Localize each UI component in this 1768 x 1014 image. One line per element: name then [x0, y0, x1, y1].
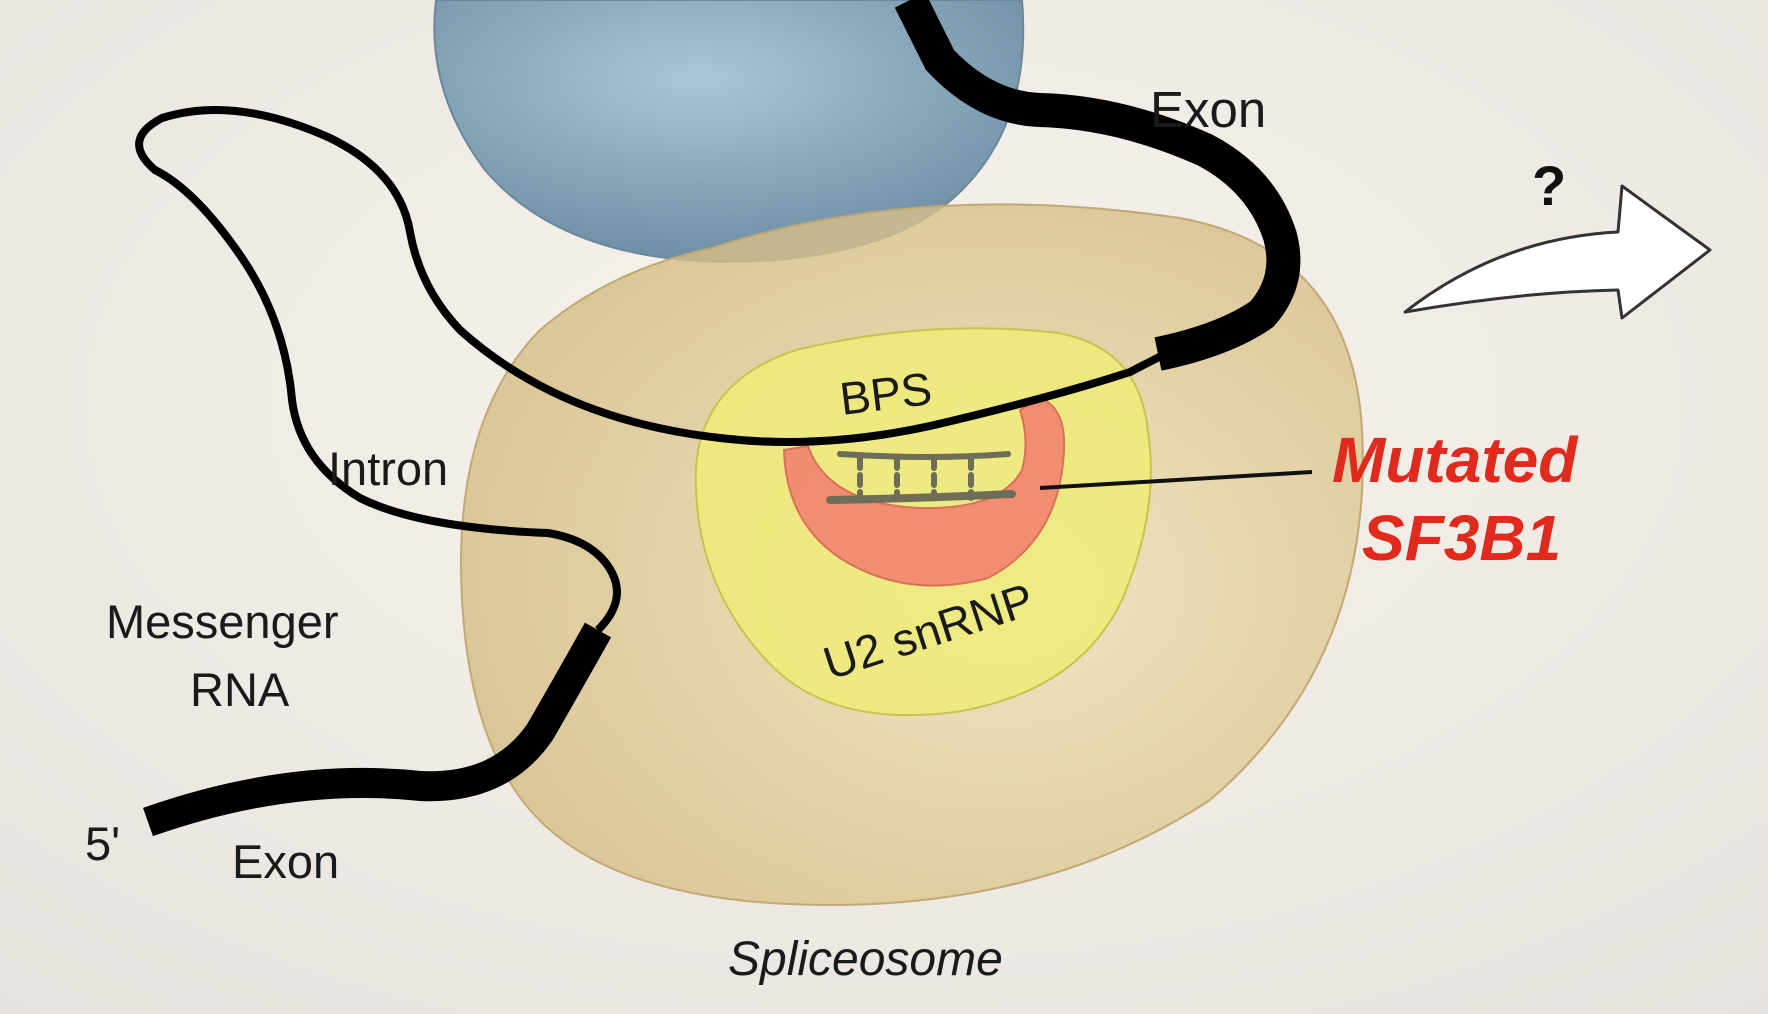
sf3b1-label: SF3B1	[1362, 502, 1561, 574]
rna-exon-3prime	[894, 0, 1301, 371]
exon-label-top: Exon	[1150, 81, 1266, 138]
five-prime-label: 5'	[85, 817, 120, 870]
bps-strand	[837, 451, 1011, 460]
u2-strand	[826, 490, 1016, 504]
mutated-leader-line	[1039, 470, 1313, 490]
rna-label: RNA	[190, 663, 290, 716]
question-mark: ?	[1532, 154, 1566, 217]
base-pairing	[826, 451, 1016, 504]
rna-exon-5prime	[143, 622, 612, 837]
intron-label: Intron	[328, 442, 448, 495]
exon-label-bottom: Exon	[232, 835, 339, 888]
rna-intron	[135, 105, 1167, 633]
messenger-label: Messenger	[106, 595, 339, 648]
outcome-arrow-icon	[1403, 184, 1712, 320]
bps-label: BPS	[837, 362, 935, 425]
spliceosome-label: Spliceosome	[728, 933, 1003, 986]
mutated-label: Mutated	[1332, 424, 1579, 496]
